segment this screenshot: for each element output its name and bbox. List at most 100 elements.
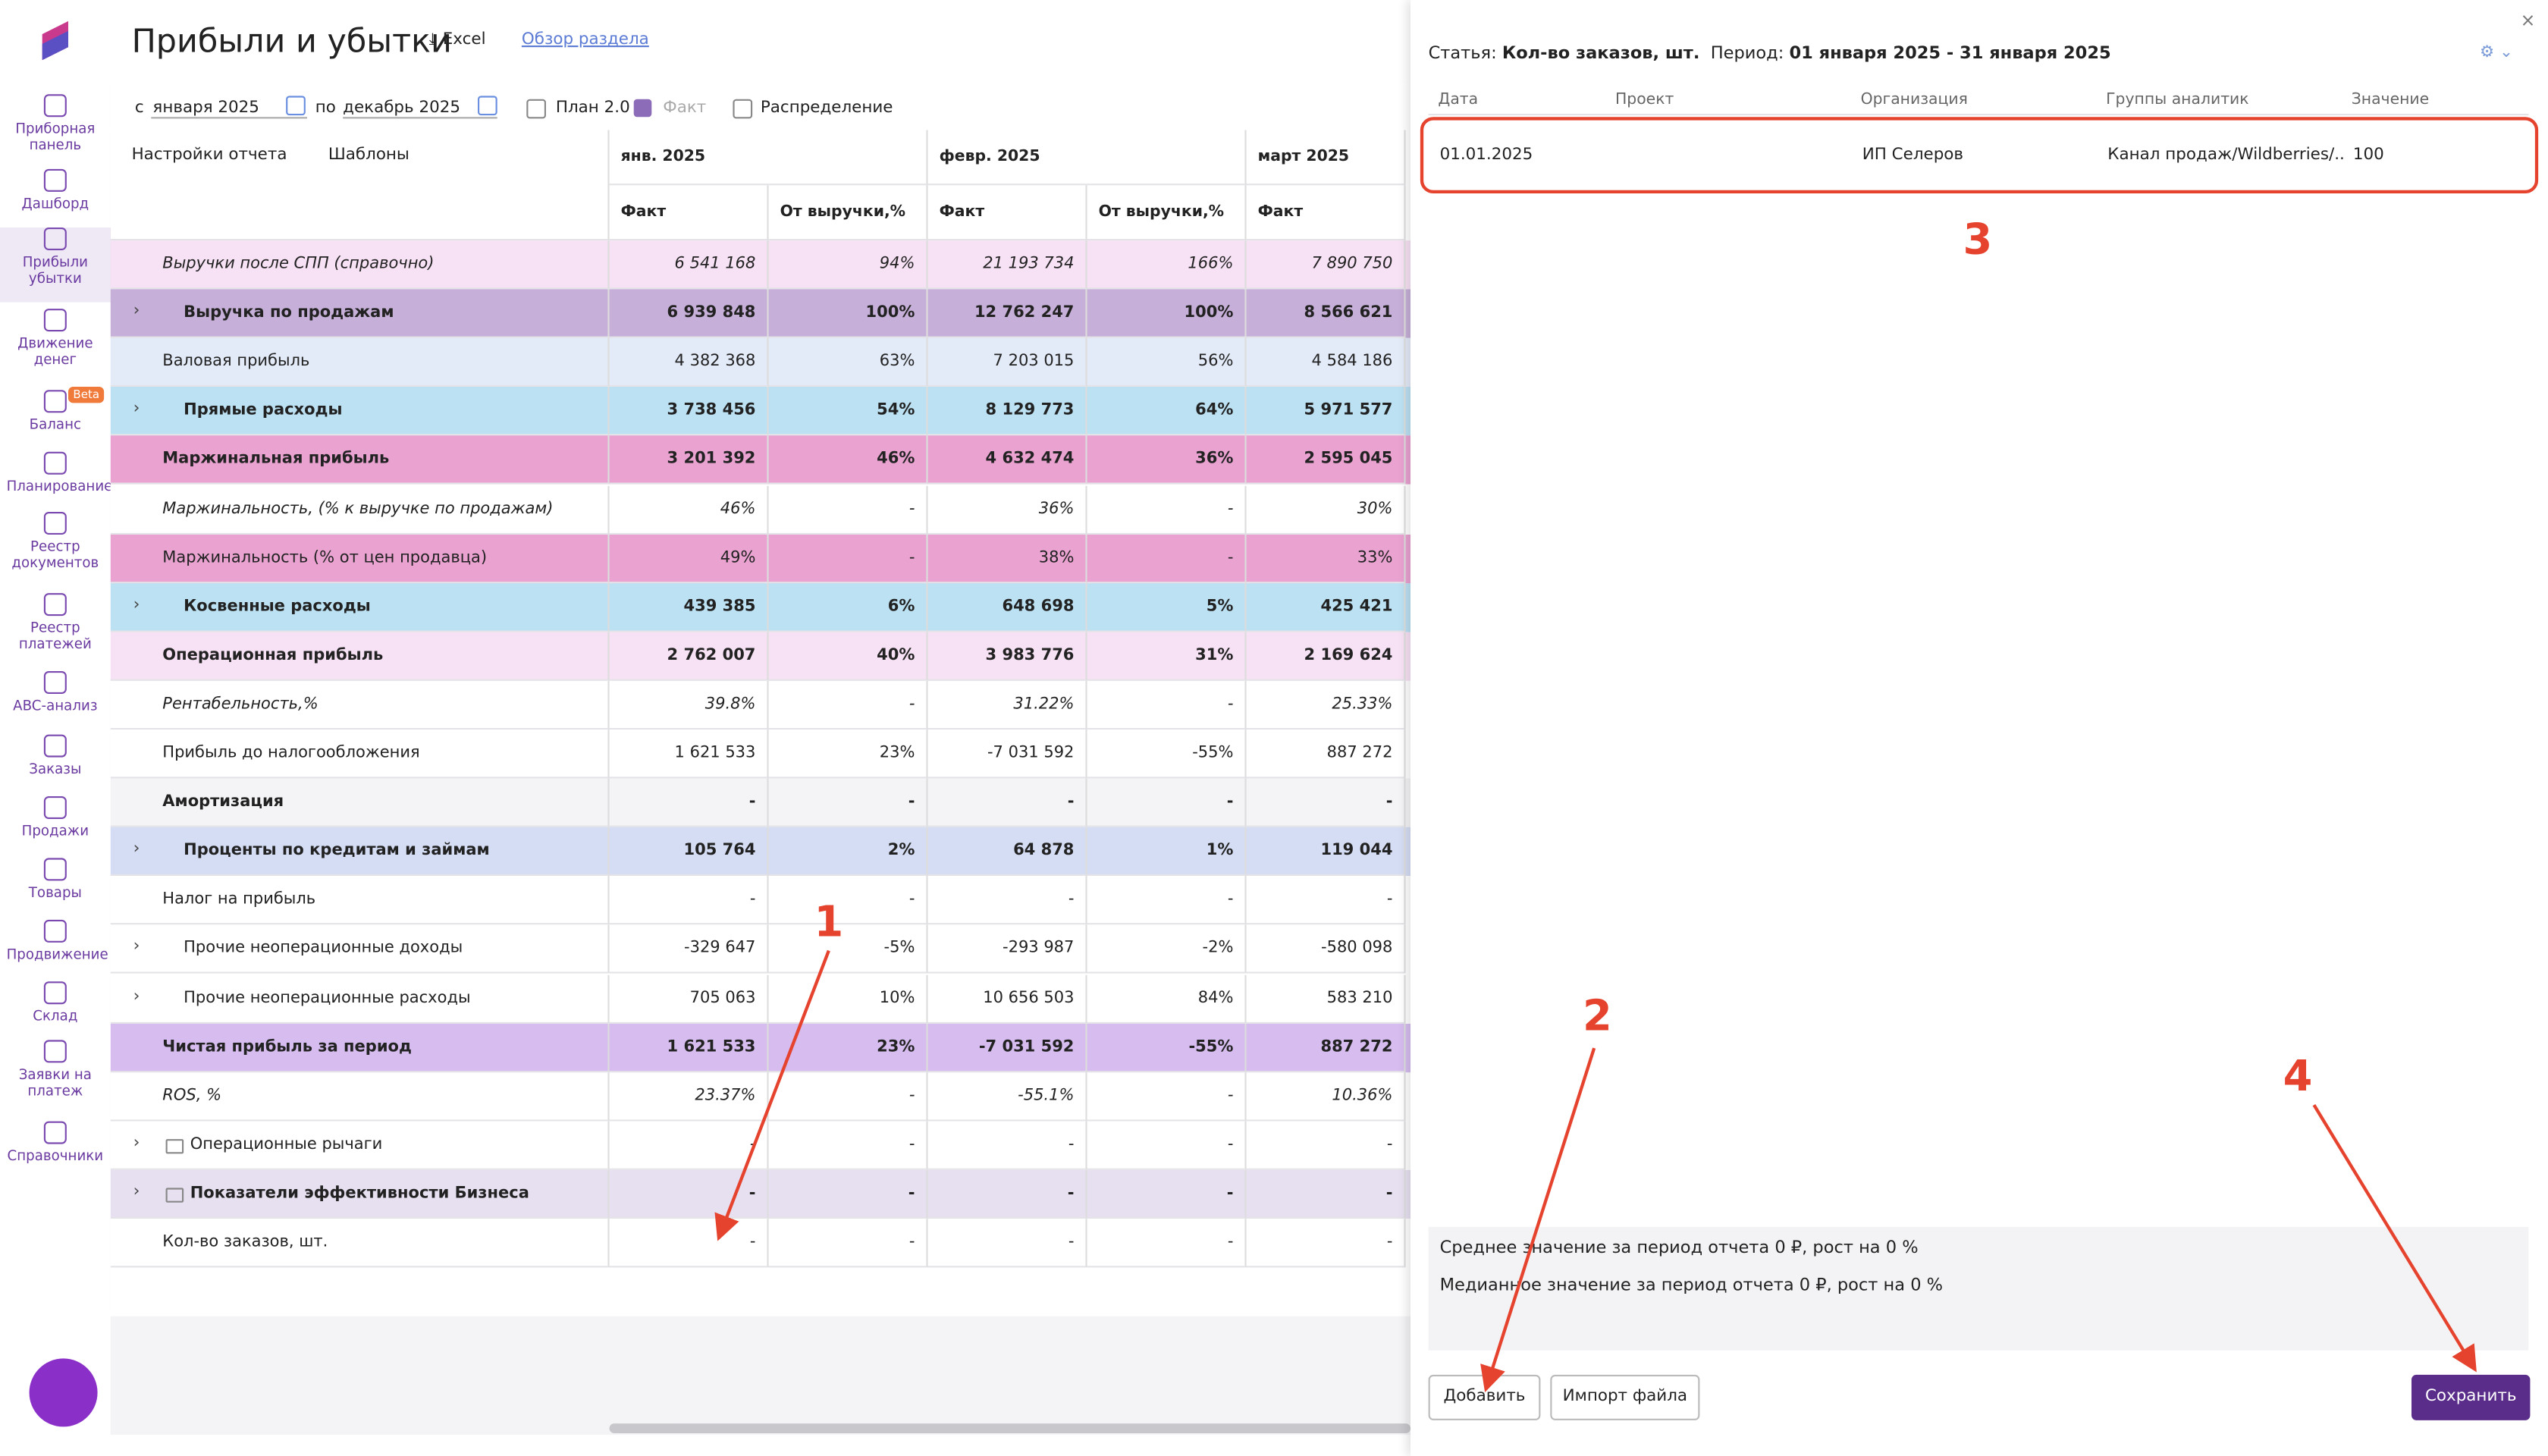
- table-cell: -: [768, 1072, 928, 1122]
- table-cell: -: [1246, 1121, 1406, 1170]
- nav-item[interactable]: Движение денег: [0, 309, 111, 374]
- nav-item[interactable]: ABC-анализ: [0, 671, 111, 720]
- detail-cell[interactable]: ИП Селеров: [1862, 146, 1964, 165]
- date-to[interactable]: декабрь 2025: [343, 99, 497, 119]
- table-cell: 648 698: [927, 582, 1087, 632]
- table-cell: -: [768, 876, 928, 926]
- date-from[interactable]: января 2025: [151, 99, 307, 119]
- nav-item[interactable]: Дашборд: [0, 168, 111, 218]
- table-cell: 119 044: [1246, 827, 1406, 877]
- table-cell: 6 541 168: [609, 240, 769, 290]
- distribution-checkbox[interactable]: [733, 99, 753, 119]
- table-row[interactable]: [110, 582, 1411, 632]
- table-row[interactable]: [110, 925, 1411, 974]
- table-cell: -: [1087, 1169, 1247, 1219]
- table-cell: -: [927, 1219, 1087, 1268]
- nav-label: Реестр платежей: [18, 620, 92, 654]
- table-row[interactable]: [110, 289, 1411, 339]
- detail-cell[interactable]: 100: [2352, 146, 2384, 165]
- nav-item[interactable]: Реестр документов: [0, 512, 111, 580]
- table-cell: 64%: [1087, 387, 1247, 437]
- nav-item[interactable]: Реестр платежей: [0, 593, 111, 661]
- table-cell: 8 129 773: [927, 387, 1087, 437]
- nav-label: Дашборд: [21, 196, 89, 213]
- import-button[interactable]: Импорт файла: [1550, 1374, 1700, 1420]
- beta-badge: Beta: [68, 386, 105, 403]
- overview-link[interactable]: Обзор раздела: [521, 30, 649, 49]
- expand-chevron[interactable]: ›: [133, 840, 140, 858]
- row-label: Выручки после СПП (справочно): [110, 240, 610, 290]
- nav-item[interactable]: Продвижение: [0, 919, 111, 968]
- row-label: Показатели эффективности Бизнеса: [110, 1169, 610, 1219]
- calendar-icon[interactable]: [286, 96, 306, 116]
- table-cell: 64 878: [927, 827, 1087, 877]
- table-cell: -55%: [1087, 1023, 1247, 1072]
- nav-item[interactable]: Приборная панель: [0, 94, 111, 155]
- expand-chevron[interactable]: ›: [133, 1182, 140, 1201]
- chat-button[interactable]: [29, 1358, 98, 1427]
- logo[interactable]: [39, 20, 71, 61]
- expand-chevron[interactable]: ›: [133, 987, 140, 1006]
- detail-cell[interactable]: 01.01.2025: [1439, 146, 1533, 165]
- row-label: Косвенные расходы: [110, 582, 610, 632]
- nav-item[interactable]: Справочники: [0, 1121, 111, 1170]
- calendar-icon[interactable]: [478, 96, 497, 116]
- table-cell: 31.22%: [927, 680, 1087, 730]
- expand-chevron[interactable]: ›: [133, 302, 140, 321]
- table-cell: 38%: [927, 534, 1087, 583]
- table-cell: -: [609, 1121, 769, 1170]
- nav-label: Приборная панель: [15, 121, 96, 155]
- table-row[interactable]: [110, 387, 1411, 437]
- expand-chevron[interactable]: ›: [133, 1134, 140, 1152]
- table-cell: -55%: [1087, 730, 1247, 779]
- save-button[interactable]: Сохранить: [2412, 1374, 2531, 1420]
- table-cell: 4 382 368: [609, 338, 769, 388]
- expand-chevron[interactable]: ›: [133, 400, 140, 419]
- table-row: [110, 876, 1411, 926]
- nav-item[interactable]: Заказы: [0, 734, 111, 783]
- table-cell: -: [1246, 1169, 1406, 1219]
- horizontal-scrollbar[interactable]: [609, 1423, 1410, 1433]
- month-header: янв. 2025: [609, 130, 928, 186]
- distribution-label: Распределение: [760, 99, 893, 118]
- label-header: [110, 130, 610, 241]
- settings-link[interactable]: Настройки отчета: [131, 146, 287, 165]
- expand-chevron[interactable]: ›: [133, 938, 140, 956]
- table-cell: -7 031 592: [927, 730, 1087, 779]
- settings-button[interactable]: ⚙ ⌄: [2480, 43, 2513, 62]
- table-cell: 583 210: [1246, 974, 1406, 1024]
- detail-cell[interactable]: Канал продаж/Wildberries/...: [2107, 146, 2343, 165]
- table-cell: 100%: [1087, 289, 1247, 339]
- table-cell: -329 647: [609, 925, 769, 974]
- nav-item[interactable]: Склад: [0, 981, 111, 1030]
- nav-item[interactable]: Заявки на платеж: [0, 1040, 111, 1108]
- nav-label: Планирование: [6, 479, 113, 496]
- plan-checkbox[interactable]: [526, 99, 546, 119]
- table-cell: 887 272: [1246, 730, 1406, 779]
- nav-item[interactable]: Продажи: [0, 796, 111, 845]
- add-button[interactable]: Добавить: [1428, 1374, 1541, 1420]
- row-label: Рентабельность,%: [110, 680, 610, 730]
- nav-item[interactable]: Прибыли убытки: [0, 228, 114, 303]
- table-cell: 3 201 392: [609, 436, 769, 485]
- row-label: Прочие неоперационные доходы: [110, 925, 610, 974]
- table-cell: 1 621 533: [609, 1023, 769, 1072]
- templates-link[interactable]: Шаблоны: [328, 146, 410, 165]
- table-row[interactable]: [110, 827, 1411, 877]
- close-button[interactable]: ×: [2520, 9, 2536, 31]
- nav-item[interactable]: Товары: [0, 858, 111, 906]
- expand-chevron[interactable]: ›: [133, 595, 140, 614]
- table-cell: -: [1087, 876, 1247, 926]
- table-cell: -580 098: [1246, 925, 1406, 974]
- table-row: [110, 436, 1411, 485]
- table-cell: 2 169 624: [1246, 632, 1406, 681]
- nav-item[interactable]: Планирование: [0, 451, 113, 500]
- excel-button[interactable]: ⤓ Excel: [428, 30, 486, 49]
- table-row[interactable]: [110, 974, 1411, 1024]
- fact-checkbox[interactable]: [633, 99, 652, 118]
- table-row[interactable]: [110, 1169, 1411, 1219]
- nav-label: Товары: [28, 885, 82, 902]
- nav-item[interactable]: Баланс Beta: [0, 386, 111, 438]
- table-cell: 5%: [1087, 582, 1247, 632]
